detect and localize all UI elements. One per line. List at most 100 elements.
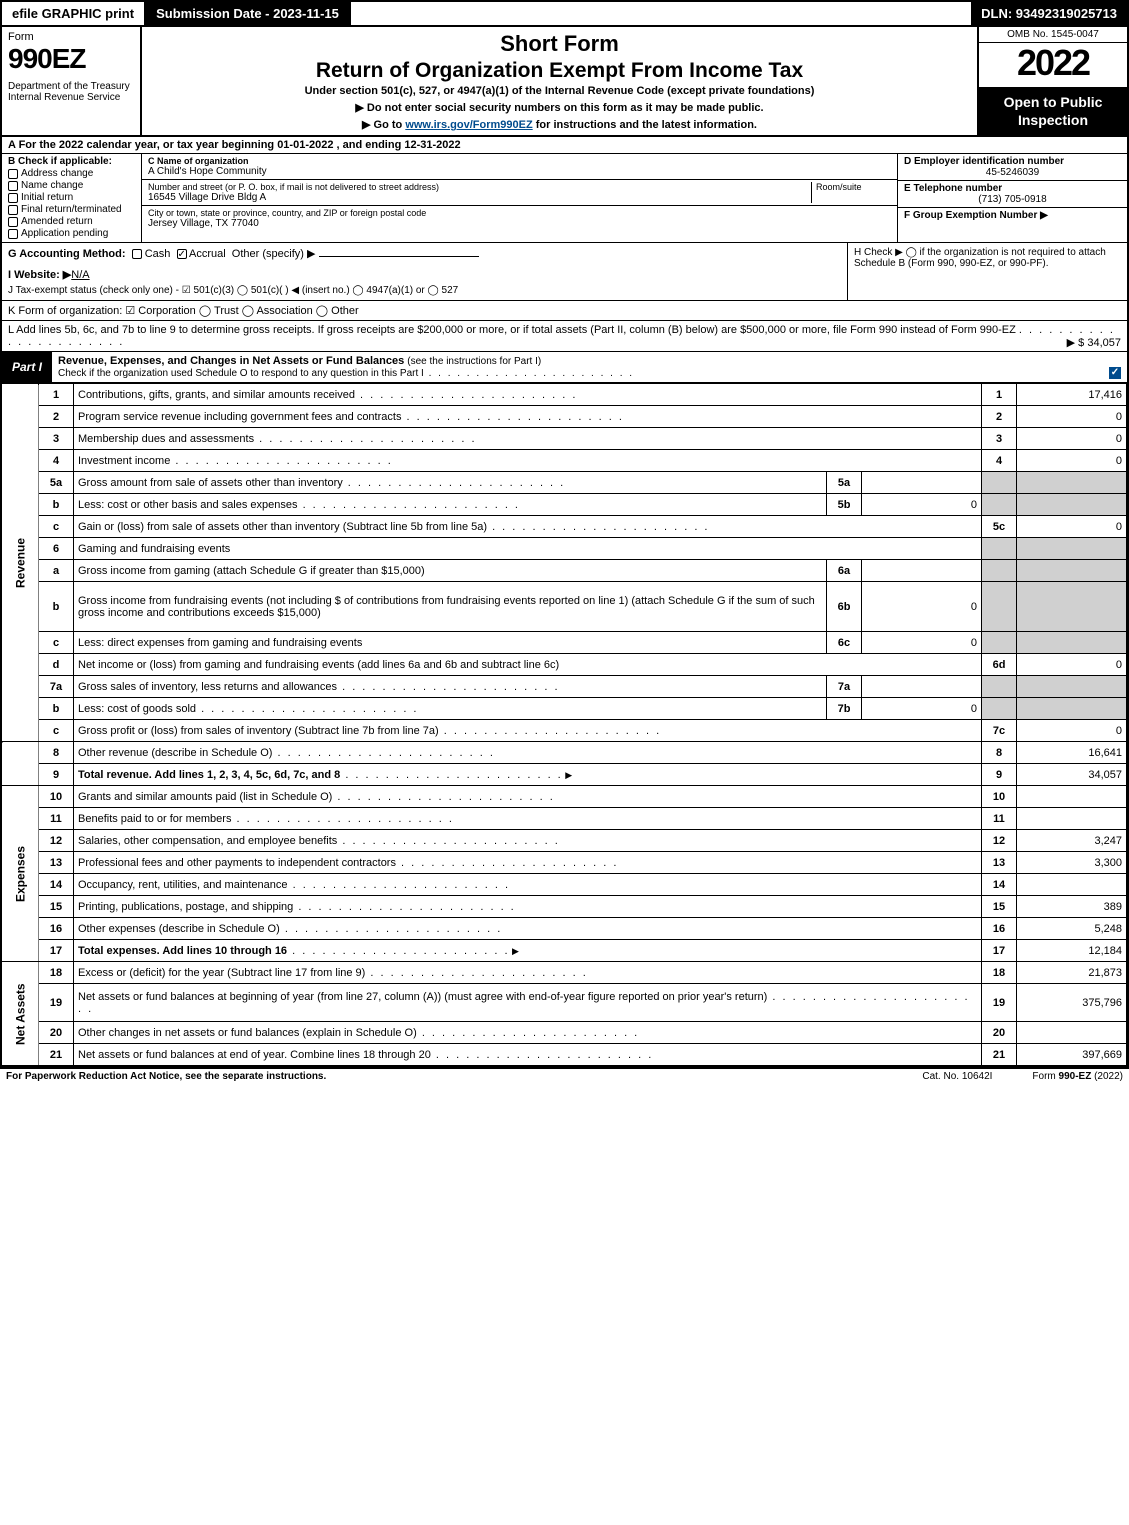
dept-label: Department of the Treasury Internal Reve…	[8, 81, 134, 103]
l4-rval: 0	[1017, 450, 1127, 472]
l6a-desc: Gross income from gaming (attach Schedul…	[74, 560, 827, 582]
l6-num: 6	[39, 538, 74, 560]
h-text: H Check ▶ ◯ if the organization is not r…	[854, 247, 1121, 269]
line-k: K Form of organization: ☑ Corporation ◯ …	[2, 301, 1127, 321]
l6c-num: c	[39, 632, 74, 654]
col-g: G Accounting Method: Cash Accrual Other …	[2, 243, 847, 300]
l6b-sub: 6b	[827, 582, 862, 632]
l12-rnum: 12	[982, 830, 1017, 852]
l5c-desc: Gain or (loss) from sale of assets other…	[74, 516, 982, 538]
l15-desc: Printing, publications, postage, and shi…	[74, 896, 982, 918]
l16-desc: Other expenses (describe in Schedule O)	[74, 918, 982, 940]
cb-cash[interactable]	[132, 249, 142, 259]
l18-rnum: 18	[982, 962, 1017, 984]
grp-cell: F Group Exemption Number ▶	[898, 208, 1127, 223]
side-revenue: Revenue	[2, 384, 39, 742]
section-g-h: G Accounting Method: Cash Accrual Other …	[2, 243, 1127, 301]
cb-application-pending[interactable]: Application pending	[8, 228, 135, 239]
l19-desc: Net assets or fund balances at beginning…	[74, 984, 982, 1022]
addr-value: 16545 Village Drive Bldg A	[148, 192, 811, 203]
l6b-subval: 0	[862, 582, 982, 632]
l7a-subval	[862, 676, 982, 698]
l11-rval	[1017, 808, 1127, 830]
side-expenses: Expenses	[2, 786, 39, 962]
l4-desc: Investment income	[74, 450, 982, 472]
l20-rnum: 20	[982, 1022, 1017, 1044]
l5b-grey	[982, 494, 1017, 516]
l7c-num: c	[39, 720, 74, 742]
l14-desc: Occupancy, rent, utilities, and maintena…	[74, 874, 982, 896]
line-l: L Add lines 5b, 6c, and 7b to line 9 to …	[2, 321, 1127, 352]
l11-desc: Benefits paid to or for members	[74, 808, 982, 830]
b-label: B Check if applicable:	[8, 156, 135, 167]
irs-link[interactable]: www.irs.gov/Form990EZ	[405, 119, 532, 131]
cb-final-return[interactable]: Final return/terminated	[8, 204, 135, 215]
efile-button[interactable]: efile GRAPHIC print	[2, 2, 146, 25]
l5b-desc: Less: cost or other basis and sales expe…	[74, 494, 827, 516]
cb-name-change[interactable]: Name change	[8, 180, 135, 191]
l5b-subval: 0	[862, 494, 982, 516]
side-rev-cont	[2, 742, 39, 786]
l6d-rnum: 6d	[982, 654, 1017, 676]
l12-num: 12	[39, 830, 74, 852]
l5b-num: b	[39, 494, 74, 516]
l8-num: 8	[39, 742, 74, 764]
l6b-grey	[982, 582, 1017, 632]
l5a-sub: 5a	[827, 472, 862, 494]
part1-check-icon[interactable]: ✓	[1109, 367, 1121, 379]
instruction-2: ▶ Go to www.irs.gov/Form990EZ for instru…	[150, 118, 969, 131]
cb-amended-return[interactable]: Amended return	[8, 216, 135, 227]
l10-rnum: 10	[982, 786, 1017, 808]
l3-desc: Membership dues and assessments	[74, 428, 982, 450]
l19-rval: 375,796	[1017, 984, 1127, 1022]
l7b-desc: Less: cost of goods sold	[74, 698, 827, 720]
l6a-grey2	[1017, 560, 1127, 582]
top-bar: efile GRAPHIC print Submission Date - 20…	[2, 2, 1127, 27]
submission-date: Submission Date - 2023-11-15	[146, 2, 351, 25]
l15-num: 15	[39, 896, 74, 918]
col-c: C Name of organization A Child's Hope Co…	[142, 154, 897, 242]
line-l-amount: ▶ $ 34,057	[1067, 336, 1121, 349]
l9-num: 9	[39, 764, 74, 786]
ein-label: D Employer identification number	[904, 156, 1121, 167]
tel-label: E Telephone number	[904, 183, 1121, 194]
footer-mid: Cat. No. 10642I	[922, 1071, 992, 1082]
l20-desc: Other changes in net assets or fund bala…	[74, 1022, 982, 1044]
l11-rnum: 11	[982, 808, 1017, 830]
footer-right: Form 990-EZ (2022)	[1032, 1071, 1123, 1082]
form-header: Form 990EZ Department of the Treasury In…	[2, 27, 1127, 137]
part-1-label: Part I	[2, 357, 52, 377]
l16-num: 16	[39, 918, 74, 940]
main-title: Return of Organization Exempt From Incom…	[150, 59, 969, 83]
dln-label: DLN: 93492319025713	[971, 2, 1127, 25]
city-cell: City or town, state or province, country…	[142, 206, 897, 231]
website-row: I Website: ▶N/A	[8, 268, 841, 281]
l9-rnum: 9	[982, 764, 1017, 786]
cb-initial-return[interactable]: Initial return	[8, 192, 135, 203]
cb-accrual[interactable]	[177, 249, 187, 259]
city-value: Jersey Village, TX 77040	[148, 218, 891, 229]
l6c-subval: 0	[862, 632, 982, 654]
cb-address-change[interactable]: Address change	[8, 168, 135, 179]
l6a-subval	[862, 560, 982, 582]
ein-value: 45-5246039	[904, 167, 1121, 178]
l18-rval: 21,873	[1017, 962, 1127, 984]
omb-number: OMB No. 1545-0047	[979, 27, 1127, 43]
l1-rnum: 1	[982, 384, 1017, 406]
open-inspection: Open to Public Inspection	[979, 87, 1127, 135]
col-b: B Check if applicable: Address change Na…	[2, 154, 142, 242]
short-form-title: Short Form	[150, 31, 969, 57]
form-number: 990EZ	[8, 43, 134, 75]
l6-grey	[982, 538, 1017, 560]
l7a-sub: 7a	[827, 676, 862, 698]
l14-rval	[1017, 874, 1127, 896]
page-footer: For Paperwork Reduction Act Notice, see …	[0, 1068, 1129, 1084]
part-1-header: Part I Revenue, Expenses, and Changes in…	[2, 352, 1127, 383]
tax-exempt-status: J Tax-exempt status (check only one) - ☑…	[8, 285, 841, 296]
l14-num: 14	[39, 874, 74, 896]
l20-num: 20	[39, 1022, 74, 1044]
l5b-sub: 5b	[827, 494, 862, 516]
l15-rnum: 15	[982, 896, 1017, 918]
l6b-grey2	[1017, 582, 1127, 632]
l17-num: 17	[39, 940, 74, 962]
